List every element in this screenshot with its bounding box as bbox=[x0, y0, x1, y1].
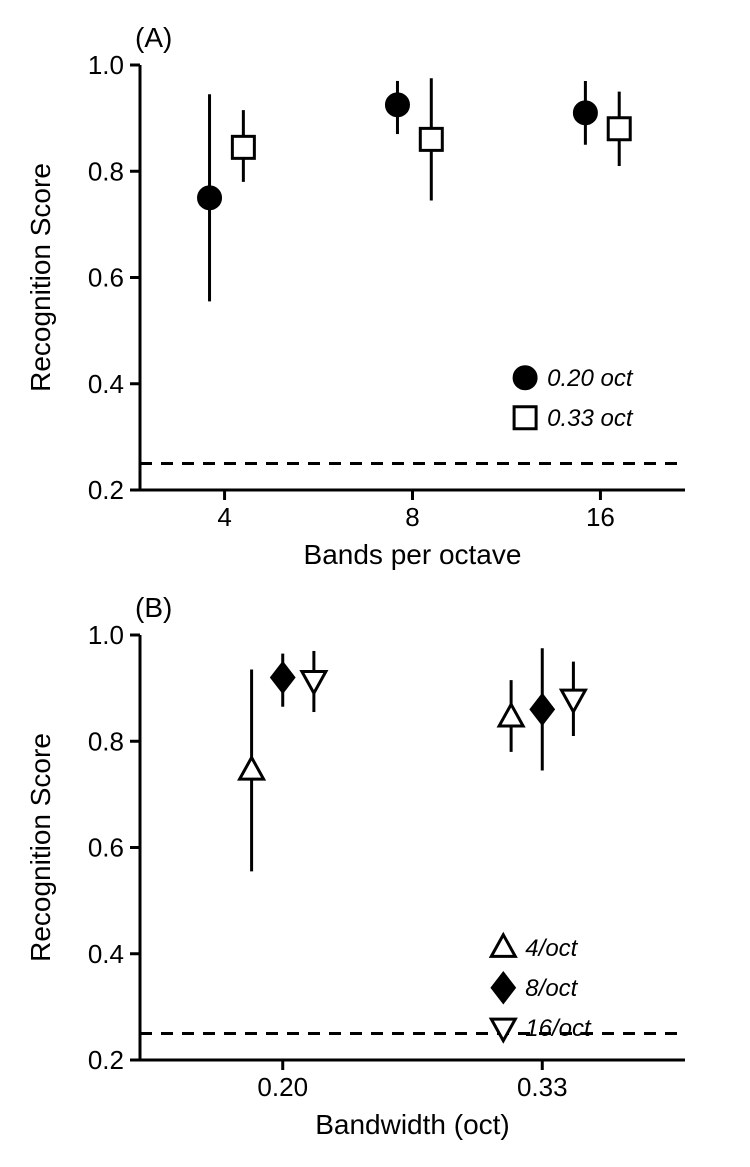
y-tick-label: 1.0 bbox=[88, 50, 124, 80]
y-axis-label: Recognition Score bbox=[25, 163, 56, 392]
y-tick-label: 0.4 bbox=[88, 939, 124, 969]
panel-a-svg: 0.2 0.4 0.6 0.8 1.0 4 8 16 0.20 oct 0.33 oct (A) Ba… bbox=[0, 0, 750, 1167]
x-tick-label: 0.33 bbox=[517, 1072, 568, 1102]
y-axis-label: Recognition Score bbox=[25, 733, 56, 962]
marker-filled-circle-icon bbox=[386, 94, 408, 116]
x-tick-label: 4 bbox=[217, 502, 231, 532]
x-axis-label: Bands per octave bbox=[304, 539, 522, 570]
marker-filled-circle-icon bbox=[574, 102, 596, 124]
y-tick-label: 1.0 bbox=[88, 620, 124, 650]
marker-open-square-icon bbox=[232, 136, 254, 158]
marker-triangle-up-icon bbox=[240, 758, 264, 780]
marker-filled-circle-icon bbox=[514, 367, 536, 389]
marker-triangle-down-icon bbox=[302, 672, 326, 694]
x-tick-label: 16 bbox=[586, 502, 615, 532]
marker-triangle-up-icon bbox=[491, 935, 515, 957]
legend-label: 4/oct bbox=[525, 935, 578, 962]
legend-label: 0.20 oct bbox=[547, 365, 634, 392]
marker-open-square-icon bbox=[514, 407, 536, 429]
x-tick-label: 8 bbox=[405, 502, 419, 532]
y-tick-label: 0.8 bbox=[88, 726, 124, 756]
y-tick-label: 0.6 bbox=[88, 263, 124, 293]
x-axis-label: Bandwidth (oct) bbox=[315, 1109, 510, 1140]
marker-diamond-icon bbox=[531, 695, 553, 724]
panel-title: (B) bbox=[135, 592, 172, 623]
marker-diamond-icon bbox=[272, 663, 294, 692]
y-tick-label: 0.4 bbox=[88, 369, 124, 399]
panel-b-svg: 0.2 0.4 0.6 0.8 1.0 0.20 0.33 4/oct 8/oct 16/oct (… bbox=[0, 0, 750, 1167]
marker-open-square-icon bbox=[420, 128, 442, 150]
marker-triangle-up-icon bbox=[499, 704, 523, 726]
legend-label: 0.33 oct bbox=[547, 405, 634, 432]
legend-label: 16/oct bbox=[525, 1015, 592, 1042]
y-tick-label: 0.6 bbox=[88, 833, 124, 863]
y-tick-label: 0.2 bbox=[88, 475, 124, 505]
x-tick-label: 0.20 bbox=[257, 1072, 308, 1102]
y-tick-label: 0.2 bbox=[88, 1045, 124, 1075]
marker-triangle-down-icon bbox=[561, 690, 585, 712]
marker-triangle-down-icon bbox=[491, 1019, 515, 1041]
marker-open-square-icon bbox=[608, 118, 630, 140]
marker-filled-circle-icon bbox=[199, 187, 221, 209]
panel-title: (A) bbox=[135, 22, 172, 53]
marker-diamond-icon bbox=[492, 973, 514, 1002]
y-tick-label: 0.8 bbox=[88, 156, 124, 186]
legend-label: 8/oct bbox=[525, 975, 578, 1002]
